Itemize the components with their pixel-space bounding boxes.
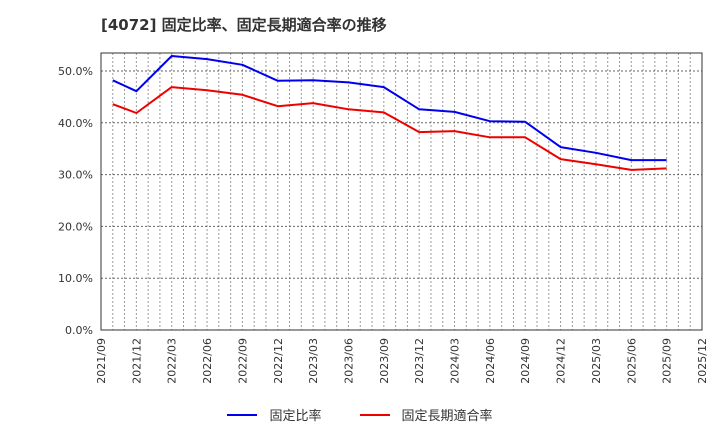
line-chart: 0.0% 10.0% 20.0% 30.0% 40.0% 50.0% 2021/09 2021… [58,52,709,384]
x-tick-label: 2025/12 [696,338,709,384]
y-tick-label: 0.0% [65,324,93,337]
x-tick-label: 2022/03 [166,338,179,384]
legend: 固定比率 固定長期適合率 [0,405,720,424]
y-tick-label: 20.0% [58,220,93,233]
y-tick-label: 40.0% [58,117,93,130]
x-tick-label: 2024/12 [555,338,568,384]
series-line-fixed-ratio [112,55,667,162]
x-tick-label: 2022/12 [272,338,285,384]
series-line-fixed-long-term-ratio [112,86,667,171]
x-tick-label: 2023/06 [342,338,355,384]
y-tick-label: 50.0% [58,65,93,78]
legend-item-fixed-long-term-ratio: 固定長期適合率 [359,405,493,424]
x-tick-label: 2021/09 [95,338,108,384]
x-tick-label: 2023/12 [413,338,426,384]
x-tick-label: 2024/09 [519,338,532,384]
x-tick-label: 2024/06 [484,338,497,384]
y-tick-label: 10.0% [58,272,93,285]
x-tick-label: 2025/06 [625,338,638,384]
chart-title: [4072] 固定比率、固定長期適合率の推移 [101,16,387,34]
x-tick-label: 2023/09 [378,338,391,384]
x-tick-label: 2025/09 [661,338,674,384]
y-tick-label: 30.0% [58,169,93,182]
legend-item-fixed-ratio: 固定比率 [227,405,322,424]
legend-label: 固定比率 [269,409,322,424]
x-tick-label: 2024/03 [449,338,462,384]
x-tick-label: 2021/12 [130,338,143,384]
legend-label: 固定長期適合率 [401,409,493,424]
plot-frame [100,52,703,331]
legend-swatch-blue [227,413,258,416]
x-tick-label: 2025/03 [590,338,603,384]
x-tick-label: 2022/09 [236,338,249,384]
x-tick-label: 2022/06 [201,338,214,384]
legend-swatch-red [359,413,390,416]
x-tick-label: 2023/03 [307,338,320,384]
